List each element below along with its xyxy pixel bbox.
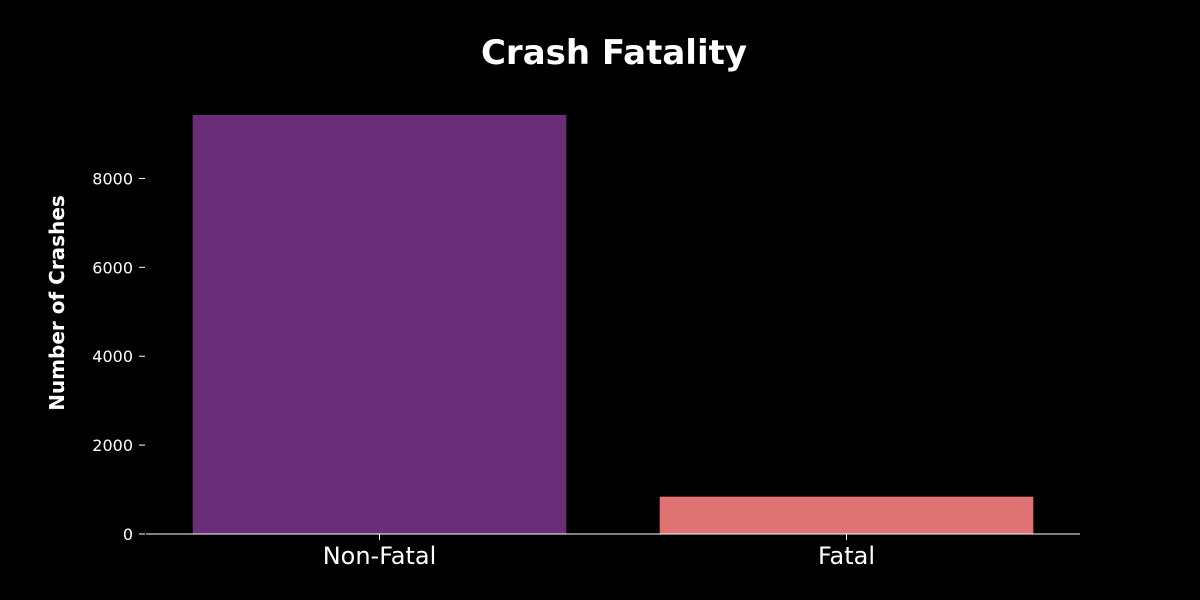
chart-title: Crash Fatality — [481, 33, 747, 73]
y-tick-label: 8000 — [92, 169, 133, 188]
y-tick-label: 4000 — [92, 347, 133, 366]
y-tick-label: 2000 — [92, 436, 133, 455]
x-axis: Non-Fatal Fatal — [146, 533, 1080, 570]
y-tick-label: 0 — [123, 525, 133, 544]
y-axis: 0 2000 4000 6000 8000 — [92, 169, 145, 544]
y-axis-label: Number of Crashes — [45, 195, 69, 411]
bars-group — [192, 114, 1034, 534]
x-tick-label: Non-Fatal — [323, 542, 437, 570]
x-tick-label: Fatal — [818, 542, 875, 570]
y-tick-label: 6000 — [92, 258, 133, 277]
bar-fatal — [659, 496, 1034, 534]
bar-non-fatal — [192, 114, 567, 534]
